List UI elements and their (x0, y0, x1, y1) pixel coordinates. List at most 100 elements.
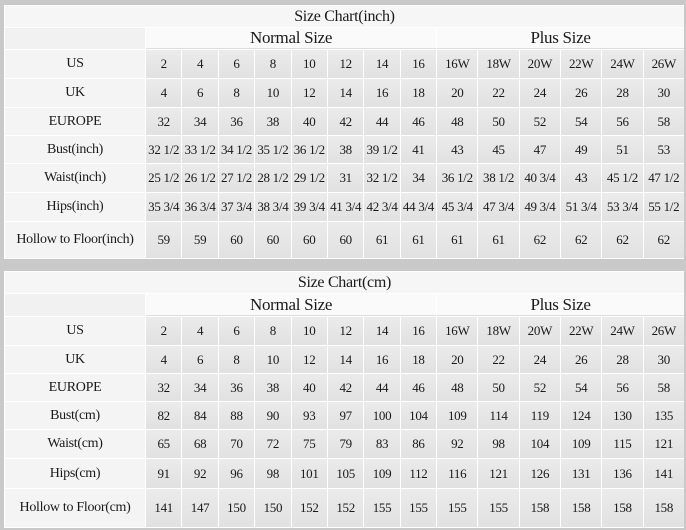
table-cell: 14 (327, 346, 364, 373)
row-label: Hollow to Floor(inch) (5, 222, 145, 258)
table-cell: 8 (218, 346, 255, 373)
table-cell: 91 (146, 459, 182, 488)
table-cell: 158 (643, 489, 684, 527)
table-cell: 86 (400, 430, 437, 458)
header-corner (5, 294, 145, 316)
table-cell: 109 (561, 430, 602, 458)
table-cell: 52 (519, 108, 561, 135)
table-cell: 61 (400, 222, 437, 258)
row-label: Bust(cm) (5, 402, 145, 429)
table-cell: 31 (327, 164, 364, 192)
table-cell: 158 (561, 489, 602, 527)
table-cell: 20W (519, 50, 561, 78)
table-cell: 10 (255, 346, 291, 373)
table-cell: 40 (291, 374, 327, 401)
table-cell: 79 (327, 430, 364, 458)
table-cell: 150 (255, 489, 291, 527)
table-cell: 98 (478, 430, 519, 458)
table-cell: 43 (437, 136, 478, 163)
table-cell: 14 (364, 50, 400, 78)
table-cell: 12 (291, 346, 327, 373)
row-label: Waist(inch) (5, 164, 145, 192)
table-cell: 92 (437, 430, 478, 458)
table-cell: 141 (643, 459, 684, 488)
table-cell: 14 (327, 79, 364, 107)
table-cell: 10 (255, 79, 291, 107)
table-cell: 20W (519, 317, 561, 345)
table-cell: 109 (437, 402, 478, 429)
row-label: Hollow to Floor(cm) (5, 489, 145, 527)
table-cell: 4 (182, 317, 218, 345)
row-label: Hips(cm) (5, 459, 145, 488)
table-cell: 18W (478, 317, 519, 345)
table-cell: 32 (146, 108, 182, 135)
table-cell: 32 (146, 374, 182, 401)
table-cell: 54 (561, 374, 602, 401)
table-cell: 26W (643, 50, 684, 78)
table-cell: 114 (478, 402, 519, 429)
table-cell: 47 3/4 (478, 193, 519, 221)
table-cell: 60 (327, 222, 364, 258)
table-cell: 27 1/2 (218, 164, 255, 192)
table-cell: 18 (400, 346, 437, 373)
plus-size-header: Plus Size (437, 294, 684, 316)
table-cell: 60 (291, 222, 327, 258)
table-cell: 62 (602, 222, 643, 258)
table-cell: 135 (643, 402, 684, 429)
table-cell: 4 (146, 346, 182, 373)
table-cell: 45 (478, 136, 519, 163)
table-cell: 14 (364, 317, 400, 345)
table-title: Size Chart(cm) (5, 272, 684, 293)
table-cell: 10 (291, 317, 327, 345)
table-cell: 90 (255, 402, 291, 429)
table-cell: 101 (291, 459, 327, 488)
table-cell: 28 (602, 346, 643, 373)
table-cell: 121 (643, 430, 684, 458)
row-label: EUROPE (5, 108, 145, 135)
table-cell: 44 (364, 374, 400, 401)
table-cell: 62 (561, 222, 602, 258)
table-cell: 61 (364, 222, 400, 258)
normal-size-header: Normal Size (146, 294, 437, 316)
table-cell: 26W (643, 317, 684, 345)
table-cell: 29 1/2 (291, 164, 327, 192)
table-cell: 119 (519, 402, 561, 429)
table-cell: 68 (182, 430, 218, 458)
table-cell: 2 (146, 50, 182, 78)
table-cell: 36 (218, 374, 255, 401)
table-cell: 6 (218, 317, 255, 345)
table-cell: 25 1/2 (146, 164, 182, 192)
table-cell: 49 (561, 136, 602, 163)
table-cell: 75 (291, 430, 327, 458)
table-cell: 26 1/2 (182, 164, 218, 192)
table-cell: 47 (519, 136, 561, 163)
table-cell: 98 (255, 459, 291, 488)
table-cell: 56 (602, 108, 643, 135)
table-cell: 141 (146, 489, 182, 527)
table-cell: 42 (327, 108, 364, 135)
table-cell: 58 (643, 374, 684, 401)
table-cell: 96 (218, 459, 255, 488)
table-cell: 34 (182, 374, 218, 401)
table-cell: 59 (146, 222, 182, 258)
table-cell: 2 (146, 317, 182, 345)
table-cell: 12 (291, 79, 327, 107)
table-cell: 24 (519, 79, 561, 107)
table-cell: 124 (561, 402, 602, 429)
size-chart-cm: Size Chart(cm) Normal Size Plus Size US 2 4 6 8… (4, 271, 684, 528)
table-cell: 16W (437, 50, 478, 78)
table-cell: 22W (561, 50, 602, 78)
row-label: UK (5, 79, 145, 107)
table-cell: 34 (182, 108, 218, 135)
table-cell: 55 1/2 (643, 193, 684, 221)
table-cell: 155 (400, 489, 437, 527)
table-cell: 38 3/4 (255, 193, 291, 221)
table-cell: 12 (327, 50, 364, 78)
table-cell: 131 (561, 459, 602, 488)
table-cell: 35 1/2 (255, 136, 291, 163)
table-cell: 48 (437, 374, 478, 401)
table-cell: 61 (478, 222, 519, 258)
table-cell: 152 (291, 489, 327, 527)
table-cell: 126 (519, 459, 561, 488)
table-title: Size Chart(inch) (5, 6, 684, 27)
